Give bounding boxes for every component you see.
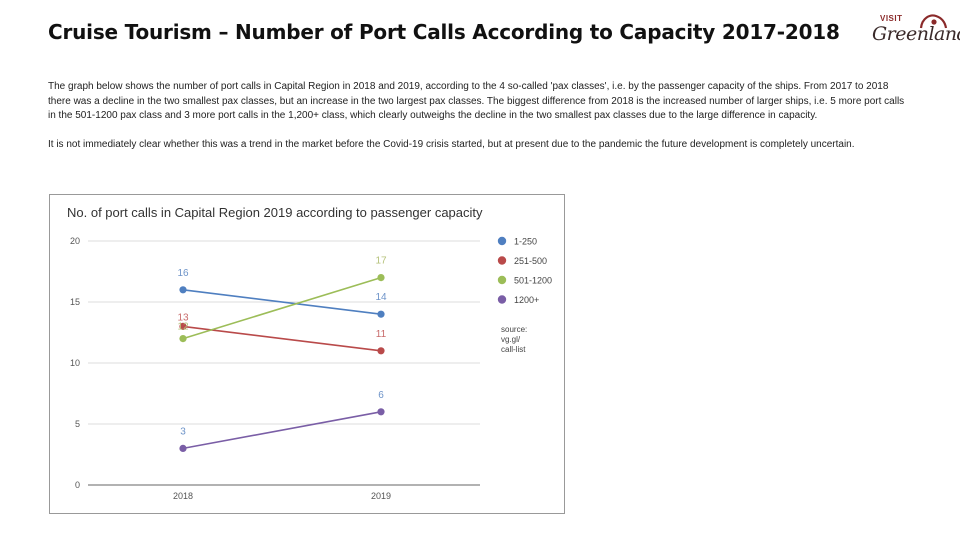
chart-title: No. of port calls in Capital Region 2019… xyxy=(67,205,483,220)
legend-label-1-250: 1-250 xyxy=(514,237,537,247)
intro-text: The graph below shows the number of port… xyxy=(48,80,908,166)
point-251-500-2018 xyxy=(179,322,187,330)
y-tick-label-20: 20 xyxy=(70,236,80,246)
y-tick-label-15: 15 xyxy=(70,297,80,307)
legend-marker-1200- xyxy=(497,295,507,304)
y-tick-label-10: 10 xyxy=(70,358,80,368)
point-501-1200-2018 xyxy=(179,335,187,343)
series-line-501-1200 xyxy=(182,276,382,340)
intro-paragraph-1: The graph below shows the number of port… xyxy=(48,81,905,121)
data-label-251-500-2019: 11 xyxy=(376,329,387,340)
source-note-line-3: call-list xyxy=(501,345,526,354)
point-501-1200-2019 xyxy=(377,274,385,282)
logo-greenland-text: Greenland xyxy=(872,23,960,45)
legend-marker-501-1200 xyxy=(497,275,507,285)
legend-label-251-500: 251-500 xyxy=(514,256,547,266)
series-line-1-250 xyxy=(182,289,382,315)
port-calls-line-chart: No. of port calls in Capital Region 2019… xyxy=(67,205,552,501)
x-tick-label-2018: 2018 xyxy=(173,491,193,501)
data-label-251-500-2018: 13 xyxy=(177,312,189,323)
point-1200--2019 xyxy=(377,408,385,416)
legend-label-1200-: 1200+ xyxy=(514,295,539,305)
data-label-501-1200-2018: 12 xyxy=(177,322,189,333)
chart-frame: No. of port calls in Capital Region 2019… xyxy=(49,194,565,514)
data-label-1200--2019: 6 xyxy=(378,390,384,401)
data-label-1200--2018: 3 xyxy=(180,426,186,437)
point-1-250-2018 xyxy=(179,286,187,294)
intro-paragraph-2: It is not immediately clear whether this… xyxy=(48,138,855,150)
x-tick-label-2019: 2019 xyxy=(371,491,391,501)
point-1200--2018 xyxy=(179,444,187,452)
point-251-500-2019 xyxy=(377,347,385,355)
visit-greenland-logo[interactable]: VISIT Greenland xyxy=(868,12,960,56)
data-label-1-250-2019: 14 xyxy=(375,292,387,303)
source-note-line-2: vg.gl/ xyxy=(501,335,521,344)
series-line-1200- xyxy=(182,411,382,450)
data-label-1-250-2018: 16 xyxy=(177,268,189,279)
page-title: Cruise Tourism – Number of Port Calls Ac… xyxy=(48,20,840,44)
legend-label-501-1200: 501-1200 xyxy=(514,276,552,286)
legend-marker-1-250 xyxy=(497,236,507,246)
point-1-250-2019 xyxy=(377,310,385,318)
legend-marker-251-500 xyxy=(497,256,507,265)
y-tick-label-5: 5 xyxy=(75,419,80,429)
source-note-line-1: source: xyxy=(501,325,527,334)
bird-icon xyxy=(919,14,948,29)
logo-visit-text: VISIT xyxy=(880,14,903,23)
data-label-501-1200-2019: 17 xyxy=(375,256,387,267)
y-tick-label-0: 0 xyxy=(75,480,80,490)
series-line-251-500 xyxy=(182,325,382,352)
